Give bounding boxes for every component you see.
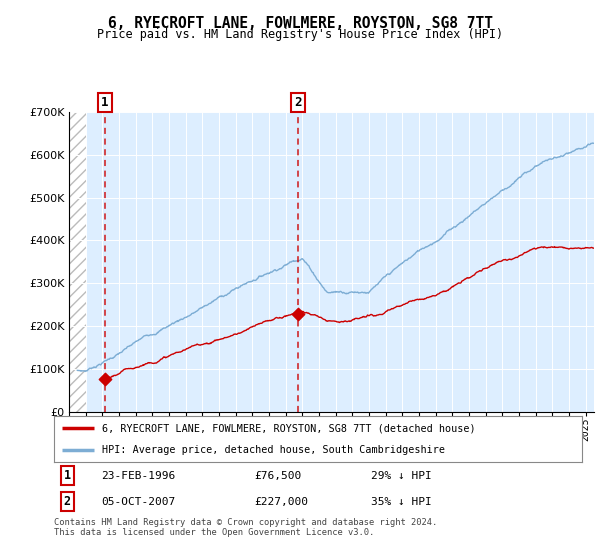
Bar [69, 112, 86, 412]
Text: Price paid vs. HM Land Registry's House Price Index (HPI): Price paid vs. HM Land Registry's House … [97, 28, 503, 41]
Text: £76,500: £76,500 [254, 471, 302, 481]
Bar [69, 112, 86, 412]
Point [100, 375, 110, 384]
Text: 6, RYECROFT LANE, FOWLMERE, ROYSTON, SG8 7TT: 6, RYECROFT LANE, FOWLMERE, ROYSTON, SG8… [107, 16, 493, 31]
Text: HPI: Average price, detached house, South Cambridgeshire: HPI: Average price, detached house, Sout… [101, 445, 445, 455]
Text: 05-OCT-2007: 05-OCT-2007 [101, 497, 176, 507]
Text: 23-FEB-1996: 23-FEB-1996 [101, 471, 176, 481]
Text: 29% ↓ HPI: 29% ↓ HPI [371, 471, 431, 481]
Text: 6, RYECROFT LANE, FOWLMERE, ROYSTON, SG8 7TT (detached house): 6, RYECROFT LANE, FOWLMERE, ROYSTON, SG8… [101, 423, 475, 433]
Text: 1: 1 [64, 469, 71, 482]
Point [293, 310, 303, 319]
Text: 1: 1 [101, 96, 109, 109]
Text: £227,000: £227,000 [254, 497, 308, 507]
Text: 2: 2 [295, 96, 302, 109]
Text: 2: 2 [64, 495, 71, 508]
Text: Contains HM Land Registry data © Crown copyright and database right 2024.
This d: Contains HM Land Registry data © Crown c… [54, 518, 437, 538]
Text: 35% ↓ HPI: 35% ↓ HPI [371, 497, 431, 507]
